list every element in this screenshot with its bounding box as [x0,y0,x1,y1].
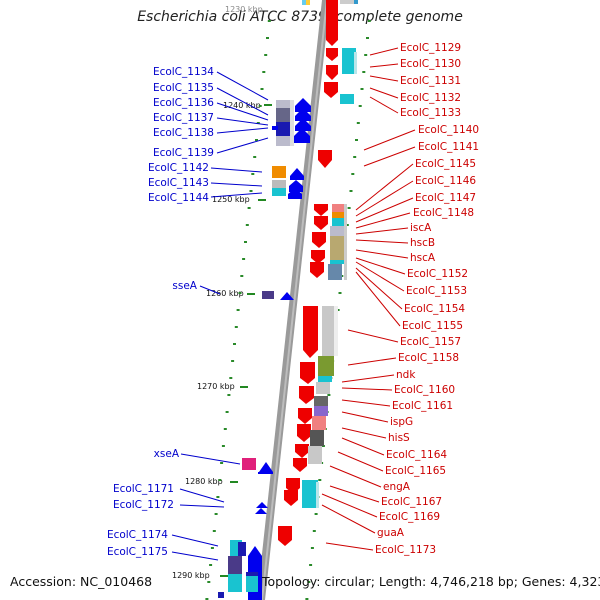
scale-label: 1280 kbp [185,477,223,486]
gene-label-EcolC_1154[interactable]: EcolC_1154 [404,303,465,315]
genome-title: Escherichia coli ATCC 8739, complete gen… [137,9,463,25]
gene-label-EcolC_1136[interactable]: EcolC_1136 [153,97,214,109]
reverse-gene-labels: EcolC_1129 EcolC_1130 EcolC_1131 EcolC_1132… [375,42,479,556]
gene-label-ndk[interactable]: ndk [396,369,416,381]
gene-label-EcolC_1158[interactable]: EcolC_1158 [398,352,459,364]
gene-label-iscA[interactable]: iscA [410,222,432,234]
gene-label-EcolC_1161[interactable]: EcolC_1161 [392,400,453,412]
gene-label-xseA[interactable]: xseA [154,448,180,460]
gene-label-EcolC_1131[interactable]: EcolC_1131 [400,75,461,87]
track-region-6 [293,306,338,472]
gene-label-EcolC_1153[interactable]: EcolC_1153 [406,285,467,297]
gene-label-EcolC_1169[interactable]: EcolC_1169 [379,511,440,523]
scale-label: 1250 kbp [212,195,250,204]
gene-label-EcolC_1130[interactable]: EcolC_1130 [400,58,461,70]
gene-label-EcolC_1171[interactable]: EcolC_1171 [113,483,174,495]
left-leader-lines [171,71,269,561]
gene-label-EcolC_1157[interactable]: EcolC_1157 [400,336,461,348]
gene-label-EcolC_1173[interactable]: EcolC_1173 [375,544,436,556]
gene-label-EcolC_1172[interactable]: EcolC_1172 [113,499,174,511]
gene-label-EcolC_1138[interactable]: EcolC_1138 [153,127,214,139]
scale-bar: 1240 kbp 1250 kbp 1260 kbp 1270 kbp 1280… [172,101,272,580]
scale-label: 1290 kbp [172,571,210,580]
scale-label: 1260 kbp [206,289,244,298]
gene-label-hscA[interactable]: hscA [410,252,436,264]
gene-label-EcolC_1174[interactable]: EcolC_1174 [107,529,168,541]
gene-label-ispG[interactable]: ispG [390,416,413,428]
gene-label-EcolC_1129[interactable]: EcolC_1129 [400,42,461,54]
track-region-8 [255,478,319,514]
gene-label-EcolC_1160[interactable]: EcolC_1160 [394,384,455,396]
gene-label-hscB[interactable]: hscB [410,237,435,249]
gene-label-EcolC_1141[interactable]: EcolC_1141 [418,141,479,153]
track-region-9 [218,526,292,600]
gene-label-sseA[interactable]: sseA [172,280,197,292]
track-region-5 [262,291,294,300]
scale-label: 1240 kbp [223,101,261,110]
gene-label-EcolC_1175[interactable]: EcolC_1175 [107,546,168,558]
gene-label-EcolC_1152[interactable]: EcolC_1152 [407,268,468,280]
gene-label-EcolC_1167[interactable]: EcolC_1167 [381,496,442,508]
gene-label-EcolC_1147[interactable]: EcolC_1147 [415,192,476,204]
forward-gene-labels: EcolC_1134 EcolC_1135 EcolC_1136 EcolC_1137… [107,66,214,558]
gene-label-EcolC_1133[interactable]: EcolC_1133 [400,107,461,119]
track-region-4 [310,204,347,280]
track-region-3 [272,150,332,199]
gene-label-EcolC_1155[interactable]: EcolC_1155 [402,320,463,332]
gene-label-EcolC_1132[interactable]: EcolC_1132 [400,92,461,104]
gene-label-guaA[interactable]: guaA [377,527,405,539]
gene-label-EcolC_1135[interactable]: EcolC_1135 [153,82,214,94]
track-region-7 [242,458,273,474]
topology-text: Topology: circular; Length: 4,746,218 bp… [262,574,600,589]
gene-label-EcolC_1139[interactable]: EcolC_1139 [153,147,214,159]
track-region-2 [272,98,311,146]
accession-text: Accession: NC_010468 [10,574,153,589]
gene-label-engA[interactable]: engA [383,481,411,493]
gene-label-EcolC_1165[interactable]: EcolC_1165 [385,465,446,477]
gene-label-EcolC_1137[interactable]: EcolC_1137 [153,112,214,124]
gene-label-hisS[interactable]: hisS [388,432,410,444]
gene-label-EcolC_1140[interactable]: EcolC_1140 [418,124,479,136]
gene-label-EcolC_1142[interactable]: EcolC_1142 [148,162,209,174]
right-leader-lines [321,47,416,551]
gene-label-EcolC_1146[interactable]: EcolC_1146 [415,175,476,187]
track-region-1 [324,0,357,104]
gene-label-EcolC_1143[interactable]: EcolC_1143 [148,177,209,189]
gene-label-EcolC_1144[interactable]: EcolC_1144 [148,192,209,204]
scale-label: 1270 kbp [197,382,235,391]
gene-label-EcolC_1134[interactable]: EcolC_1134 [153,66,214,78]
gene-label-EcolC_1145[interactable]: EcolC_1145 [415,158,476,170]
scale-label-top: 1230 kbp [225,5,263,14]
gene-label-EcolC_1164[interactable]: EcolC_1164 [386,449,447,461]
gene-label-EcolC_1148[interactable]: EcolC_1148 [413,207,474,219]
